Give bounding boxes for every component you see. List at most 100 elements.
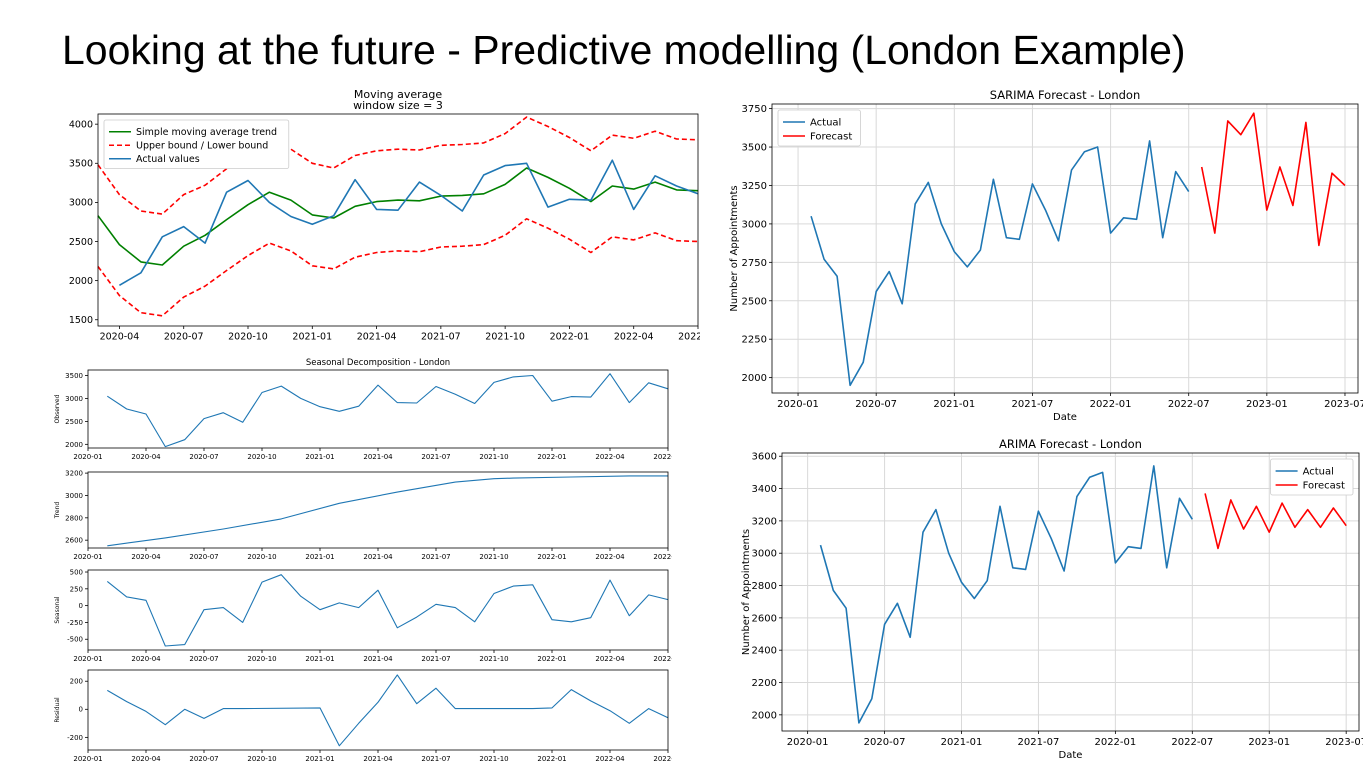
x-tick-label: 2020-07: [189, 655, 218, 663]
x-tick-label: 2022-04: [595, 553, 625, 561]
x-tick-label: 2022-01: [1090, 399, 1132, 410]
chart-title: ARIMA Forecast - London: [999, 437, 1142, 451]
series-line-forecast: [1200, 112, 1346, 247]
y-tick-label: 0: [79, 602, 83, 610]
series-line-actual-values: [118, 159, 699, 286]
y-tick-label: 1500: [69, 315, 93, 326]
y-tick-label: 2500: [69, 237, 93, 248]
legend-box: [777, 109, 861, 147]
y-tick-label: 2000: [752, 710, 777, 721]
x-axis-label: Date: [1053, 412, 1077, 423]
x-tick-label: 2020-01: [73, 755, 102, 763]
legend-label: Forecast: [810, 132, 852, 143]
x-tick-label: 2022-07: [653, 755, 672, 763]
y-tick-label: 3250: [742, 181, 767, 192]
series-line-forecast: [1204, 493, 1347, 550]
x-tick-label: 2021-01: [941, 737, 983, 748]
x-tick-label: 2022-07: [653, 655, 672, 663]
y-tick-label: 3000: [742, 219, 767, 230]
x-tick-label: 2021-01: [305, 453, 334, 461]
y-tick-label: 2000: [742, 373, 767, 384]
plot-frame: [771, 103, 1359, 394]
legend-box: [103, 119, 290, 169]
x-tick-label: 2021-04: [363, 755, 393, 763]
x-tick-label: 2023-07: [1325, 737, 1363, 748]
x-tick-label: 2022-01: [550, 332, 590, 343]
x-tick-label: 2020-04: [131, 453, 161, 461]
x-tick-label: 2022-07: [678, 332, 700, 343]
y-tick-label: 3600: [752, 452, 777, 463]
x-tick-label: 2021-01: [305, 553, 334, 561]
chart-subtitle: window size = 3: [353, 99, 443, 112]
x-tick-label: 2021-01: [933, 399, 975, 410]
y-tick-label: 2000: [69, 276, 93, 287]
x-tick-label: 2021-01: [292, 332, 332, 343]
y-tick-label: 2250: [742, 335, 767, 346]
y-tick-label: 2600: [752, 613, 777, 624]
y-tick-label: 500: [70, 568, 83, 576]
x-tick-label: 2020-04: [131, 553, 161, 561]
x-tick-label: 2022-04: [595, 755, 625, 763]
x-tick-label: 2020-07: [855, 399, 897, 410]
x-tick-label: 2020-01: [73, 553, 102, 561]
legend-box: [1270, 458, 1354, 496]
x-tick-label: 2023-01: [1246, 399, 1288, 410]
plot-frame: [97, 113, 699, 327]
plot-frame: [87, 669, 669, 751]
y-axis-label: Number of Appointments: [741, 529, 752, 655]
y-tick-label: 2000: [65, 441, 83, 449]
arima-forecast-chart: ARIMA Forecast - London 2000 2200 2400 2600 2…: [741, 437, 1363, 761]
x-tick-label: 2021-10: [485, 332, 525, 343]
x-tick-label: 2022-07: [653, 453, 672, 461]
y-tick-label: 2750: [742, 258, 767, 269]
y-tick-label: 2600: [65, 537, 83, 545]
x-tick-label: 2020-10: [247, 655, 276, 663]
series-line-unnamed-0: [106, 574, 669, 647]
y-tick-label: 3000: [752, 549, 777, 560]
x-tick-label: 2022-07: [653, 553, 672, 561]
x-tick-label: 2022-01: [537, 553, 566, 561]
x-tick-label: 2020-01: [73, 655, 102, 663]
y-tick-label: 3500: [69, 159, 93, 170]
x-tick-label: 2020-07: [164, 332, 204, 343]
x-tick-label: 2020-10: [228, 332, 268, 343]
chart-title: Seasonal Decomposition - London: [306, 358, 450, 368]
y-axis-label: Residual: [54, 697, 61, 723]
y-tick-label: 0: [79, 706, 83, 714]
x-tick-label: 2021-07: [421, 332, 461, 343]
chart-title: SARIMA Forecast - London: [990, 88, 1140, 102]
x-tick-label: 2021-07: [421, 655, 450, 663]
y-tick-label: 3000: [65, 395, 83, 403]
legend-label: Simple moving average trend: [136, 127, 277, 138]
y-tick-label: 2400: [752, 646, 777, 657]
series-line-actual: [810, 140, 1190, 387]
series-line-unnamed-0: [107, 674, 669, 747]
x-tick-label: 2021-01: [305, 755, 334, 763]
x-tick-label: 2021-10: [479, 655, 508, 663]
series-line-unnamed-0: [106, 373, 669, 448]
seasonal-seasonal-chart: -500 -250 0 250 500 2020-01 2020-04 2020-07 2020…: [54, 568, 672, 663]
x-tick-label: 2020-07: [189, 453, 218, 461]
x-tick-label: 2021-04: [363, 453, 393, 461]
series-line-unnamed-2: [97, 218, 699, 317]
x-tick-label: 2021-04: [357, 332, 397, 343]
x-tick-label: 2020-04: [131, 755, 161, 763]
y-tick-label: -200: [67, 734, 83, 742]
x-tick-label: 2022-01: [1094, 737, 1136, 748]
y-tick-label: 3000: [69, 198, 93, 209]
series-line-simple-moving-average-trend: [97, 167, 699, 266]
series-line-actual: [819, 465, 1193, 724]
y-tick-label: 3200: [65, 470, 83, 478]
x-tick-label: 2022-07: [1171, 737, 1213, 748]
x-tick-label: 2022-01: [537, 453, 566, 461]
seasonal-observed-chart: Seasonal Decomposition - London 2000 2500 3…: [54, 358, 672, 461]
y-tick-label: 3400: [752, 484, 777, 495]
x-tick-label: 2021-10: [479, 553, 508, 561]
y-tick-label: -500: [67, 636, 83, 644]
x-tick-label: 2021-10: [479, 755, 508, 763]
legend-label: Upper bound / Lower bound: [136, 141, 268, 152]
y-tick-label: 2800: [65, 514, 83, 522]
series-line-unnamed-0: [107, 475, 668, 547]
x-tick-label: 2022-04: [595, 453, 625, 461]
x-tick-label: 2021-07: [421, 755, 450, 763]
